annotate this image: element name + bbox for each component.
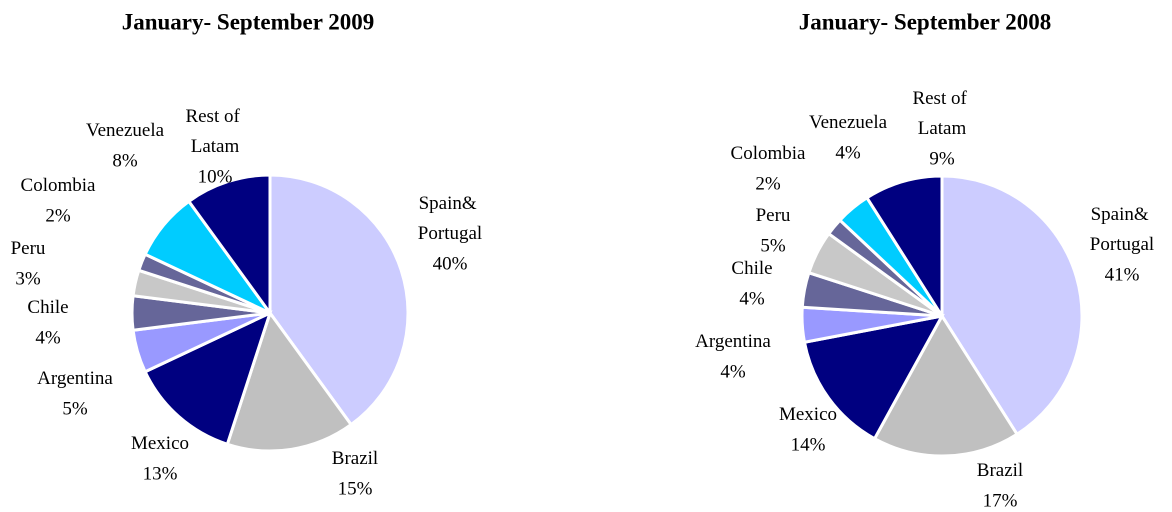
slice-label: Peru <box>11 238 46 259</box>
slice-value-label: 17% <box>983 490 1018 511</box>
slice-label: Mexico <box>131 433 189 454</box>
slice-value-label: 4% <box>35 327 61 348</box>
slice-label: Venezuela <box>809 112 888 133</box>
label-line: Argentina <box>37 368 113 389</box>
chart-title: January- September 2009 <box>122 9 375 34</box>
slice-label: Argentina <box>695 331 771 352</box>
slice-value-label: 5% <box>760 235 786 256</box>
pie-slice <box>186 173 272 318</box>
slice-value-label: 14% <box>791 434 826 455</box>
label-line: Portugal <box>418 223 482 244</box>
slice-label: Chile <box>27 297 68 318</box>
slice-value-label: 2% <box>45 205 71 226</box>
slice-label: Argentina <box>37 368 113 389</box>
slice-value-label: 4% <box>835 142 861 163</box>
label-line: Rest of <box>185 106 244 127</box>
label-line: Rest of <box>912 88 971 109</box>
slice-label: Rest of Latam <box>912 88 971 139</box>
label-line: Colombia <box>731 143 807 164</box>
label-line: Mexico <box>131 433 189 454</box>
pie-slice <box>225 309 354 453</box>
slice-value-label: 9% <box>929 148 955 169</box>
slice-label: Brazil <box>977 460 1023 481</box>
slice-label: Spain& Portugal <box>1090 204 1154 255</box>
slice-label: Colombia <box>731 143 807 164</box>
slice-label: Rest of Latam <box>185 106 244 157</box>
slice-label: Peru <box>756 205 791 226</box>
slice-value-label: 3% <box>15 268 41 289</box>
label-line: Brazil <box>977 460 1023 481</box>
slice-label: Venezuela <box>86 120 165 141</box>
slice-value-label: 2% <box>755 173 781 194</box>
label-line: Chile <box>731 258 772 279</box>
slice-value-label: 4% <box>739 288 765 309</box>
label-line: Peru <box>756 205 791 226</box>
label-line: Brazil <box>332 448 378 469</box>
label-line: Venezuela <box>86 120 165 141</box>
label-line: Portugal <box>1090 234 1154 255</box>
slice-value-label: 5% <box>62 398 88 419</box>
label-line: Colombia <box>21 175 97 196</box>
pie-slice <box>802 313 945 441</box>
chart-title: January- September 2008 <box>799 9 1052 34</box>
slice-label: Spain& Portugal <box>418 193 482 244</box>
slice-value-label: 4% <box>720 361 746 382</box>
slice-label: Colombia <box>21 175 97 196</box>
slice-label: Brazil <box>332 448 378 469</box>
label-line: Chile <box>27 297 68 318</box>
slice-label: Chile <box>731 258 772 279</box>
label-line: Latam <box>918 118 967 139</box>
slice-value-label: 8% <box>112 150 138 171</box>
label-line: Spain& <box>1091 204 1154 225</box>
label-line: Latam <box>191 136 240 157</box>
slice-value-label: 13% <box>143 463 178 484</box>
slice-value-label: 10% <box>198 166 233 187</box>
pie-slice <box>872 313 1020 458</box>
label-line: Spain& <box>419 193 482 214</box>
label-line: Mexico <box>779 404 837 425</box>
slice-label: Mexico <box>779 404 837 425</box>
slice-value-label: 15% <box>338 478 373 499</box>
pie-slice <box>268 173 410 427</box>
slice-value-label: 40% <box>433 253 468 274</box>
pie-slice <box>864 174 944 322</box>
label-line: Argentina <box>695 331 771 352</box>
label-line: Venezuela <box>809 112 888 133</box>
pie-slice <box>143 310 273 447</box>
slice-value-label: 41% <box>1105 264 1140 285</box>
label-line: Peru <box>11 238 46 259</box>
